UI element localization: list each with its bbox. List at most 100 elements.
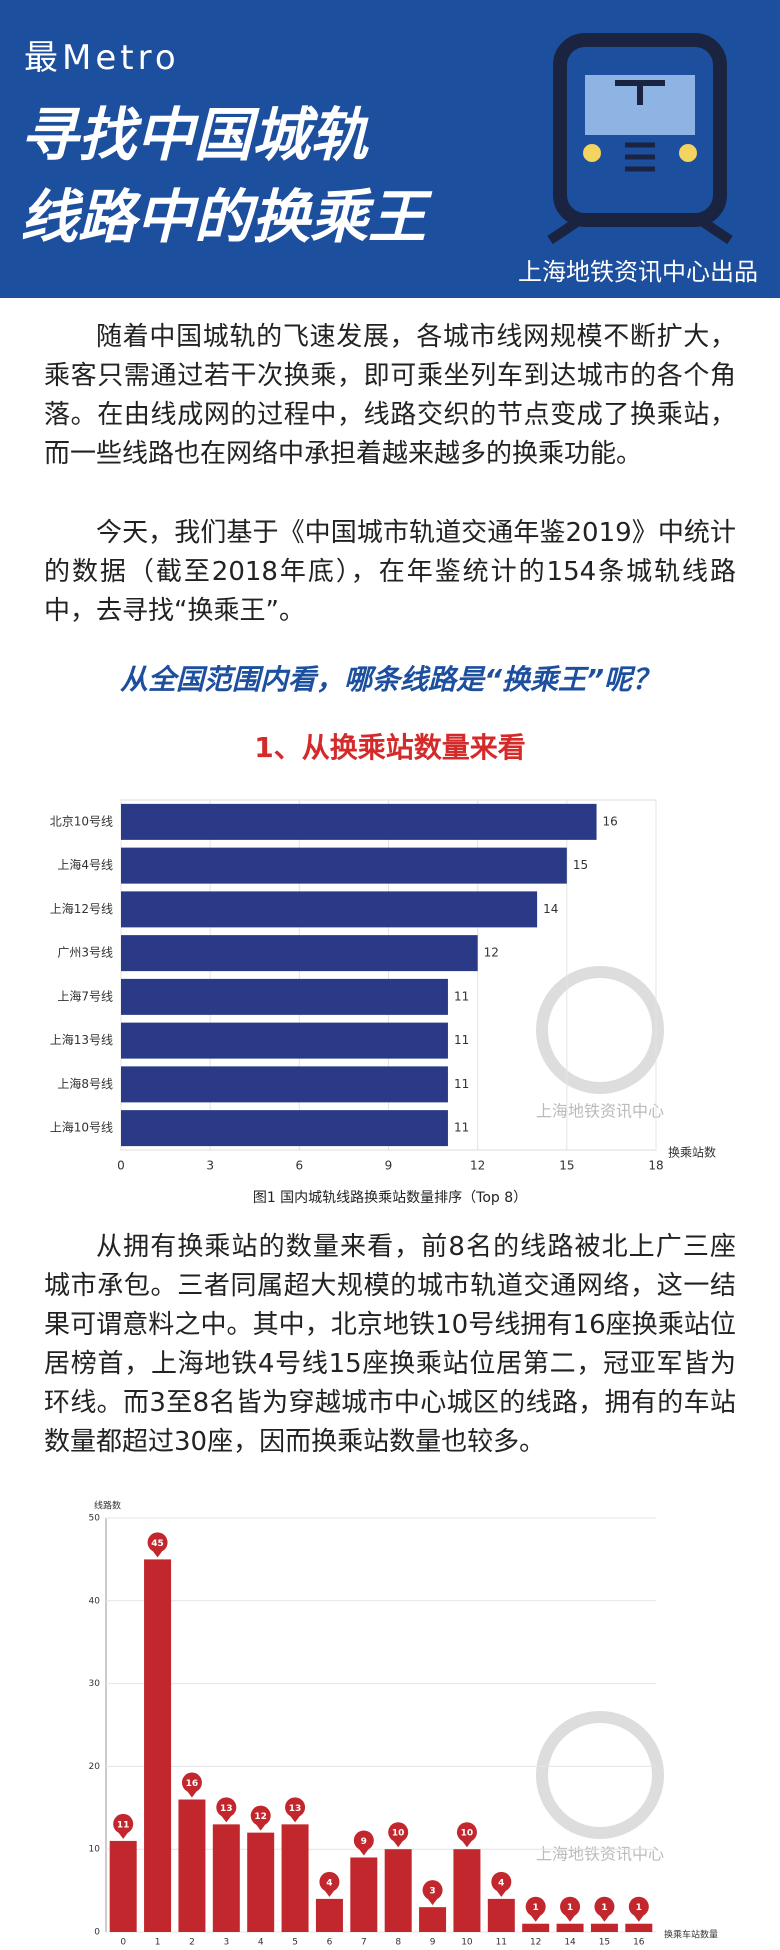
bar <box>419 1907 447 1932</box>
value-label: 11 <box>117 1820 130 1830</box>
x-tick-label: 12 <box>530 1938 541 1948</box>
title-line: 寻找中国城轨 <box>20 101 369 169</box>
watermark-logo <box>536 966 664 1839</box>
bar <box>121 847 567 884</box>
value-label: 4 <box>326 1878 332 1888</box>
x-tick-label: 12 <box>470 1159 485 1173</box>
header: 最Metro 寻找中国城轨 线路中的换乘王 上海地铁资讯中心出品 <box>0 0 780 298</box>
bar <box>212 1824 240 1932</box>
category-label: 上海8号线 <box>57 1076 113 1091</box>
train-icon <box>547 33 733 245</box>
bar <box>121 978 448 1015</box>
x-tick-label: 7 <box>361 1938 367 1948</box>
value-pin <box>628 1896 649 1917</box>
x-tick-label: 0 <box>120 1938 126 1948</box>
y-tick-label: 40 <box>89 1596 101 1606</box>
bar <box>556 1923 584 1932</box>
value-label: 11 <box>454 1077 469 1091</box>
bar <box>144 1559 172 1932</box>
x-axis-label: 换乘车站数量 <box>664 1929 718 1941</box>
value-pin <box>422 1880 443 1901</box>
value-pin <box>388 1822 409 1843</box>
x-axis-label: 换乘站数 <box>668 1145 716 1160</box>
kicker: 最Metro <box>24 38 180 78</box>
bar <box>121 935 478 972</box>
bar <box>121 1110 448 1147</box>
category-label: 上海12号线 <box>50 901 113 916</box>
y-tick-label: 50 <box>89 1514 101 1524</box>
value-label: 14 <box>543 902 558 916</box>
value-label: 15 <box>573 858 588 872</box>
x-tick-label: 1 <box>155 1938 161 1948</box>
value-label: 11 <box>454 1121 469 1135</box>
y-tick-label: 10 <box>89 1845 101 1855</box>
value-label: 1 <box>533 1903 539 1913</box>
y-tick-label: 0 <box>94 1928 100 1938</box>
value-pin <box>353 1830 374 1851</box>
credit: 上海地铁资讯中心出品 <box>518 258 758 286</box>
bar <box>522 1923 550 1932</box>
x-tick-label: 15 <box>599 1938 610 1948</box>
value-label: 1 <box>636 1903 642 1913</box>
value-label: 10 <box>392 1829 405 1839</box>
bar <box>350 1857 378 1932</box>
x-tick-label: 3 <box>206 1159 214 1173</box>
value-pin <box>560 1896 581 1917</box>
category-label: 广州3号线 <box>57 946 113 960</box>
x-tick-label: 11 <box>496 1938 507 1948</box>
paragraph: 从拥有换乘站的数量来看，前8名的线路被北上广三座城市承包。三者同属超大规模的城市… <box>44 1232 736 1457</box>
category-label: 上海7号线 <box>57 988 113 1003</box>
x-tick-label: 6 <box>296 1159 304 1173</box>
value-label: 13 <box>289 1804 302 1814</box>
value-pin <box>285 1797 306 1818</box>
x-tick-label: 18 <box>648 1159 663 1173</box>
value-pin <box>319 1871 340 1892</box>
value-pin <box>147 1532 168 1553</box>
category-label: 上海10号线 <box>50 1120 113 1135</box>
value-pin <box>594 1896 615 1917</box>
x-tick-label: 10 <box>461 1938 473 1948</box>
value-label: 13 <box>220 1804 233 1814</box>
value-label: 1 <box>567 1903 573 1913</box>
bar <box>590 1923 618 1932</box>
x-tick-label: 5 <box>292 1938 298 1948</box>
bar <box>315 1898 343 1932</box>
x-tick-label: 9 <box>385 1159 393 1173</box>
category-label: 上海13号线 <box>50 1032 113 1047</box>
bar <box>121 803 597 840</box>
x-tick-label: 4 <box>258 1938 264 1948</box>
section-heading: 从全国范围内看，哪条线路是“换乘王”呢？ <box>119 663 661 696</box>
bar <box>384 1849 412 1932</box>
x-tick-label: 2 <box>189 1938 195 1948</box>
bar <box>247 1832 275 1932</box>
value-label: 12 <box>484 946 499 960</box>
section-subheading: 1、从换乘站数量来看 <box>254 731 526 764</box>
value-pin <box>181 1772 202 1793</box>
category-label: 北京10号线 <box>50 814 113 828</box>
x-tick-label: 15 <box>559 1159 574 1173</box>
x-tick-label: 3 <box>223 1938 229 1948</box>
value-label: 10 <box>461 1829 474 1839</box>
watermark: 上海地铁资讯中心 <box>536 1102 664 1121</box>
value-label: 16 <box>603 814 618 828</box>
value-label: 1 <box>601 1903 607 1913</box>
value-pin <box>456 1822 477 1843</box>
value-label: 11 <box>454 1033 469 1047</box>
x-tick-label: 9 <box>430 1938 436 1948</box>
bar <box>178 1799 206 1932</box>
value-pin <box>525 1896 546 1917</box>
bar <box>281 1824 309 1932</box>
x-tick-label: 6 <box>327 1938 333 1948</box>
x-tick-label: 16 <box>633 1938 645 1948</box>
bar <box>487 1898 515 1932</box>
watermark: 上海地铁资讯中心 <box>536 1845 664 1864</box>
value-pin <box>491 1871 512 1892</box>
bar <box>109 1840 137 1932</box>
value-pin <box>216 1797 237 1818</box>
x-tick-label: 8 <box>395 1938 401 1948</box>
x-tick-label: 14 <box>564 1938 576 1948</box>
value-pin <box>113 1813 134 1834</box>
value-label: 12 <box>254 1812 267 1822</box>
